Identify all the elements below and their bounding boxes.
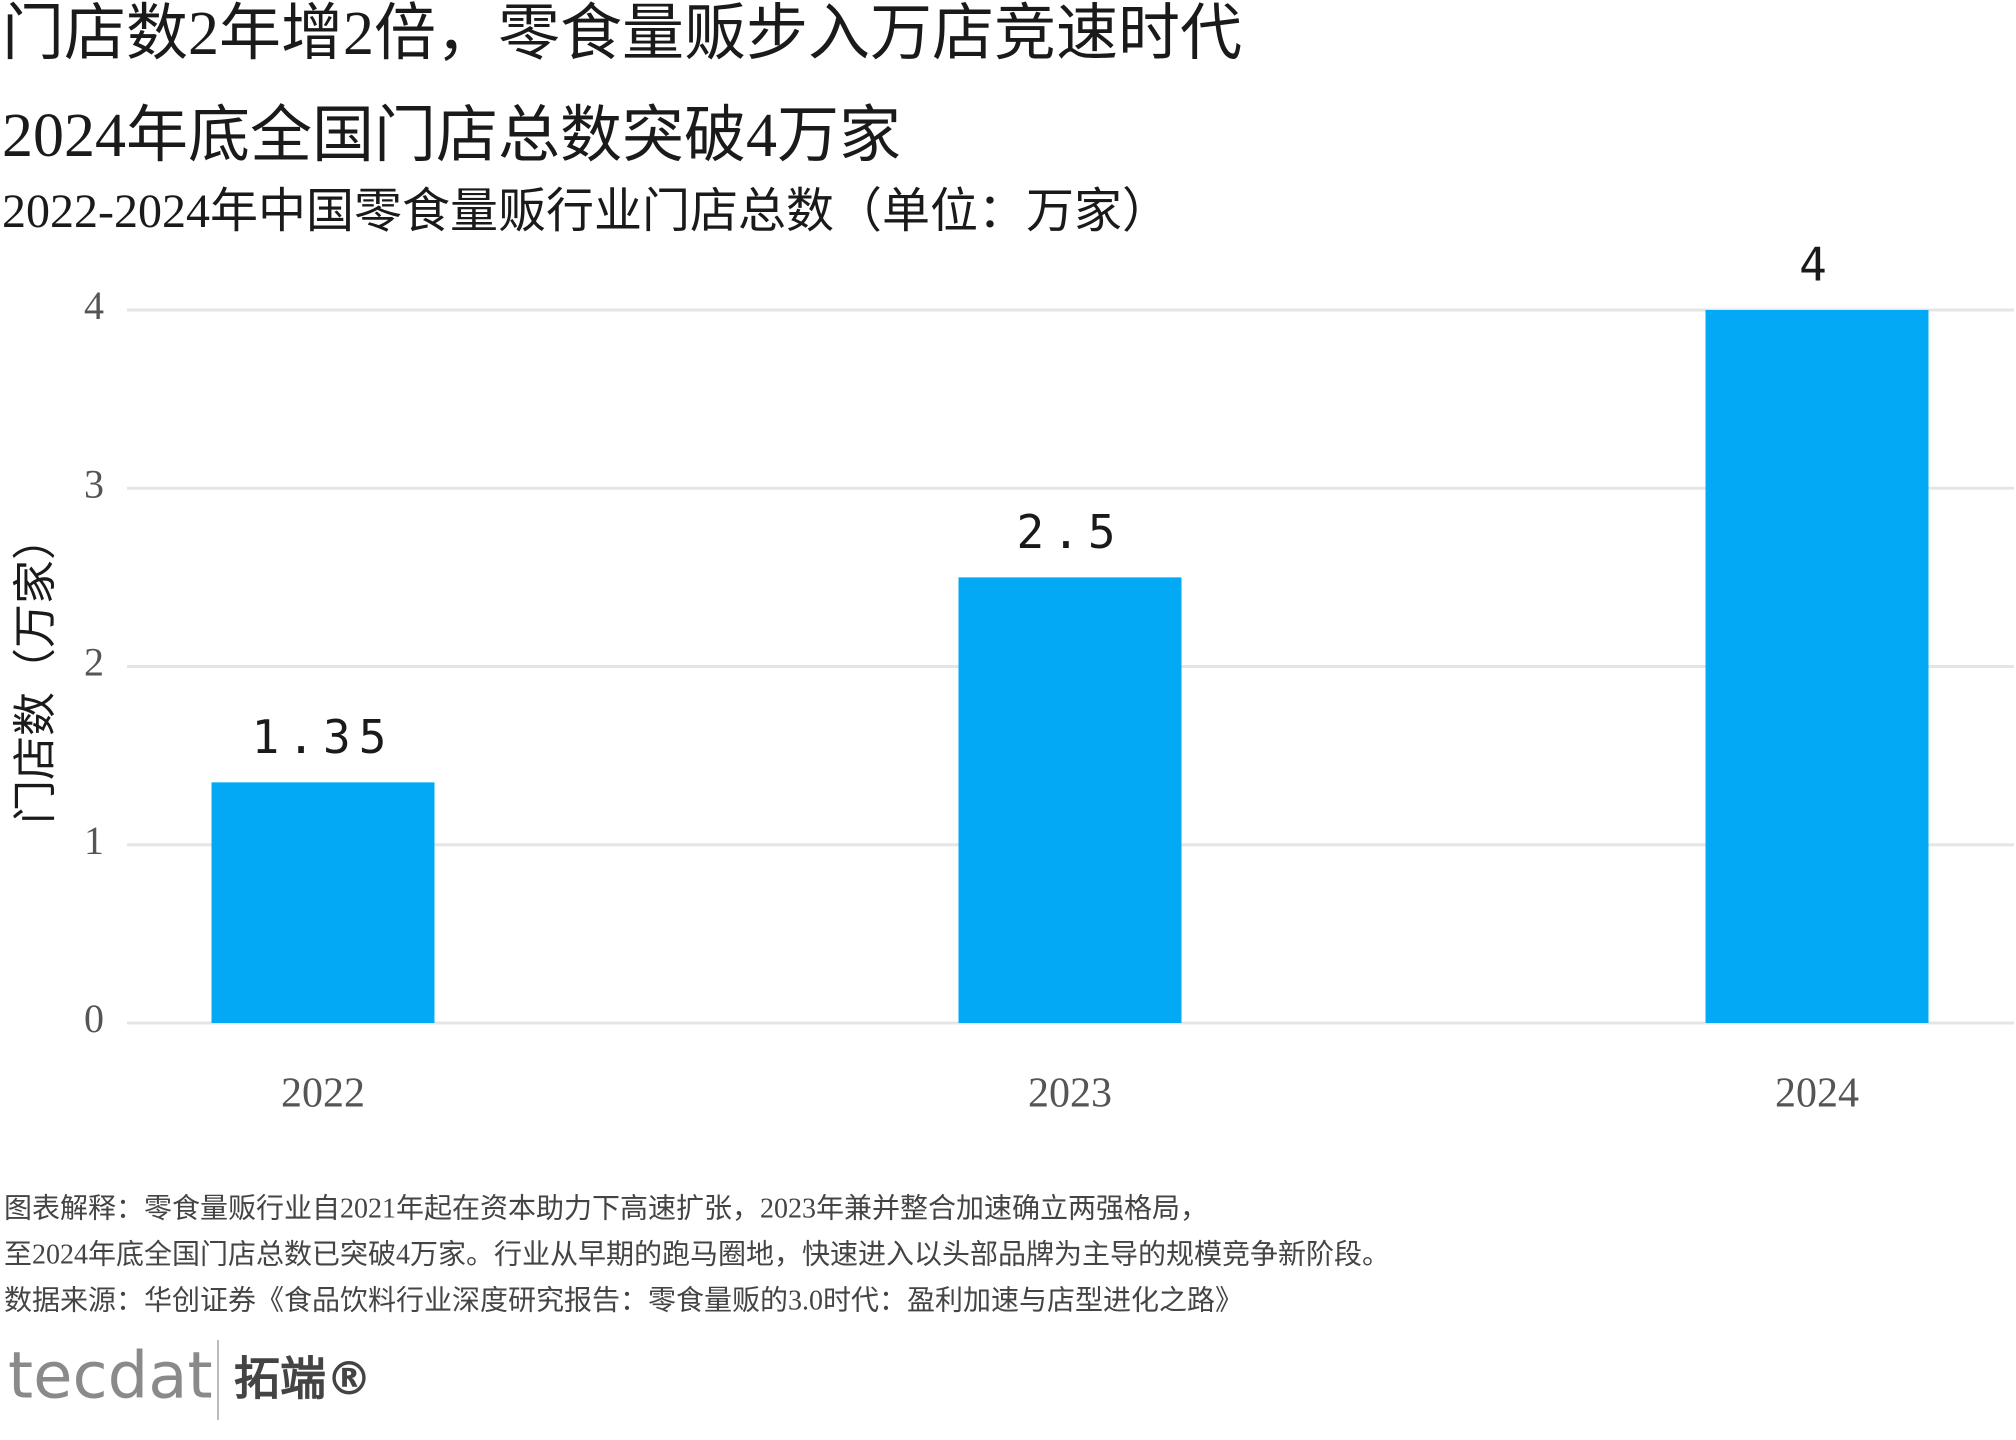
chart-title: 2022-2024年中国零食量贩行业门店总数（单位：万家）: [2, 185, 1170, 238]
logo-name: 拓端®: [234, 1352, 372, 1406]
y-axis-label: 门店数（万家）: [11, 516, 60, 824]
logo-brand: tecdat: [8, 1340, 213, 1414]
note: 图表解释：零食量贩行业自2021年起在资本助力下高速扩张，2023年兼并整合加速…: [4, 1192, 1208, 1224]
y-tick-label: 0: [84, 996, 104, 1041]
x-tick-label: 2023: [1028, 1071, 1112, 1117]
y-tick-label: 3: [84, 461, 104, 506]
y-tick-label: 1: [84, 818, 104, 863]
bar: [958, 577, 1182, 1023]
data-label: 4: [1799, 238, 1835, 292]
page-title: 门店数2年增2倍，零食量贩步入万店竞速时代: [2, 0, 1242, 68]
data-label: 2.5: [1016, 505, 1123, 559]
bar: [1705, 310, 1929, 1023]
x-tick-label: 2022: [281, 1071, 365, 1117]
y-tick-label: 4: [84, 283, 104, 328]
x-tick-label: 2024: [1775, 1071, 1859, 1117]
bar: [211, 782, 435, 1023]
data-label: 1.35: [252, 710, 395, 764]
source: 数据来源：华创证券《食品饮料行业深度研究报告：零食量贩的3.0时代：盈利加速与店…: [4, 1284, 1243, 1316]
y-tick-label: 2: [84, 640, 104, 685]
note: 至2024年底全国门店总数已突破4万家。行业从早期的跑马圈地，快速进入以头部品牌…: [4, 1238, 1390, 1270]
page-subtitle: 2024年底全国门店总数突破4万家: [2, 102, 901, 170]
